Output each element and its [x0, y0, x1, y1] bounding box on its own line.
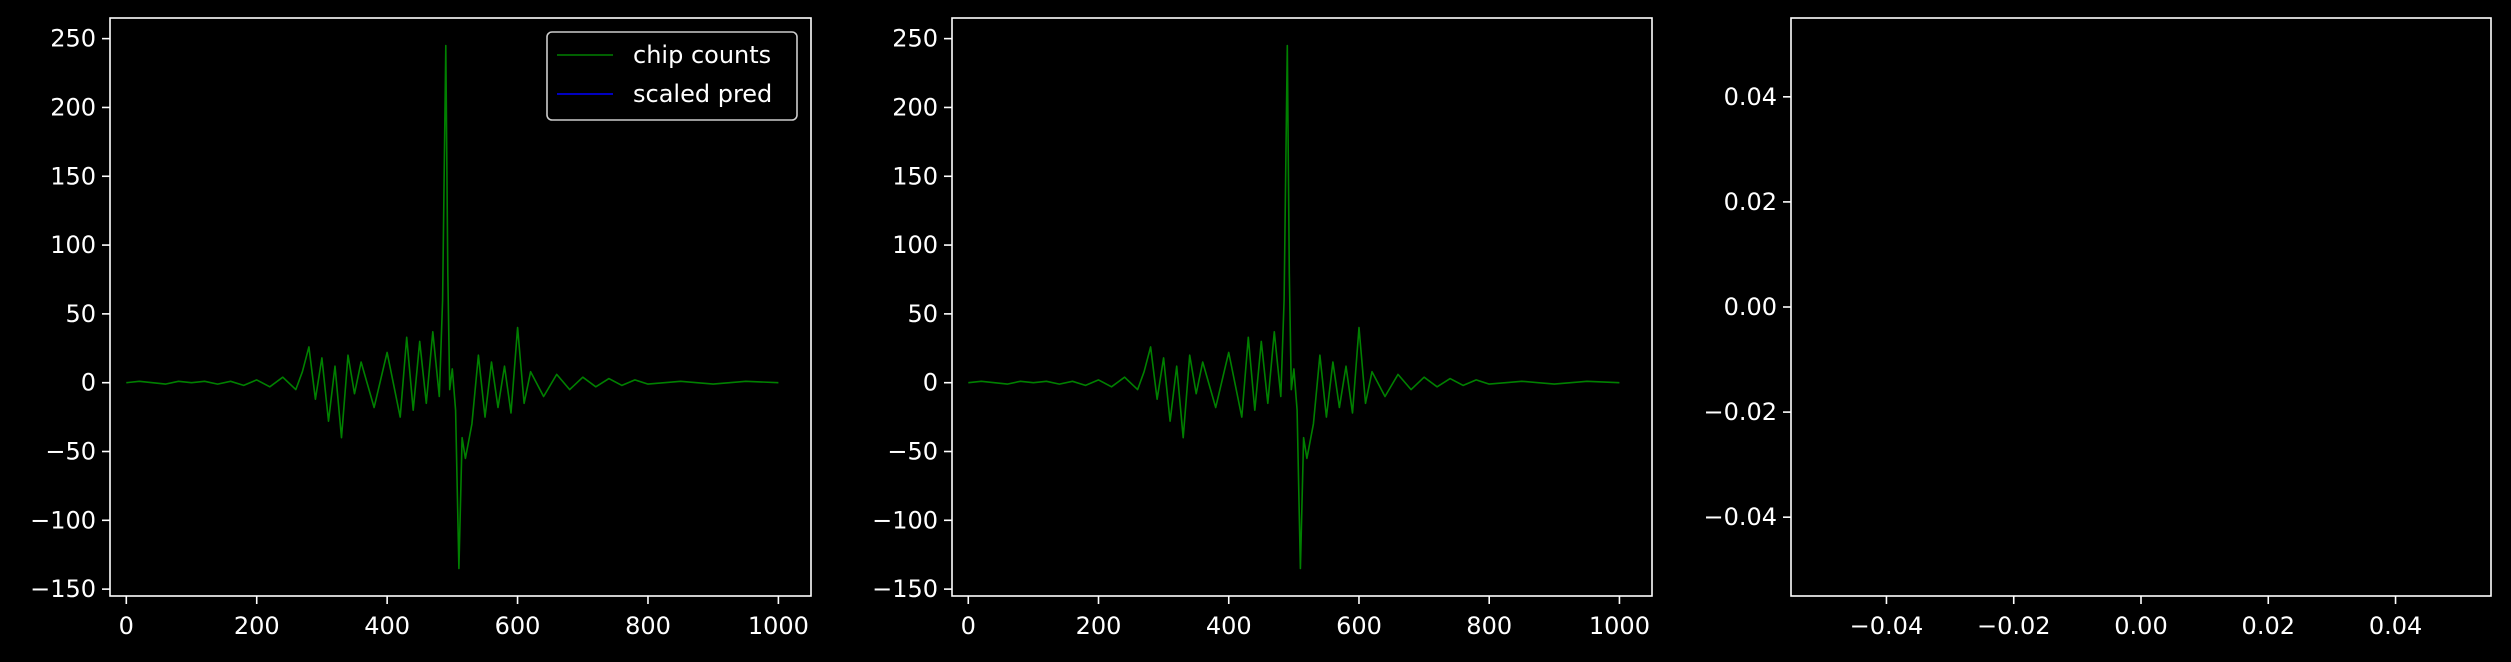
axis-ticks: −0.04 −0.02 0.00 0.02 0.04 −0.04 −0.02 0.00 0.02… — [1703, 83, 2422, 640]
y-tick-label: 50 — [907, 300, 938, 328]
x-tick-label: 400 — [364, 612, 410, 640]
axis-ticks: 0 200 400 600 800 1000 −150 −100 −50 0 50 100 150 200… — [872, 25, 1650, 640]
x-tick-label: 0 — [119, 612, 134, 640]
y-tick-label: −0.02 — [1703, 398, 1777, 426]
x-tick-label: −0.04 — [1850, 612, 1924, 640]
y-tick-label: 0.04 — [1724, 83, 1777, 111]
legend-label-chip-counts: chip counts — [633, 41, 771, 69]
y-tick-label: 100 — [50, 231, 96, 259]
chart-panel-2: 0 200 400 600 800 1000 −150 −100 −50 0 50 100 150 200… — [872, 17, 1653, 640]
y-tick-label: 150 — [50, 162, 96, 190]
y-tick-label: −150 — [872, 575, 938, 603]
y-tick-label: −150 — [30, 575, 96, 603]
series-layer — [126, 44, 779, 570]
series-layer — [968, 44, 1620, 570]
x-tick-label: 1000 — [1589, 612, 1650, 640]
series-line-chip-counts — [126, 44, 779, 570]
y-tick-label: 200 — [892, 93, 938, 121]
y-tick-label: −50 — [45, 438, 96, 466]
plot-frame — [951, 17, 1653, 597]
chart-panel-1: 0 200 400 600 800 1000 −150 −100 −50 0 50 100 150 200… — [30, 17, 812, 640]
x-tick-label: 200 — [1076, 612, 1122, 640]
y-tick-label: 0 — [81, 369, 96, 397]
x-tick-label: 0.02 — [2242, 612, 2295, 640]
plot-frame — [109, 17, 812, 597]
y-tick-label: 250 — [892, 25, 938, 53]
y-tick-label: 0.02 — [1724, 188, 1777, 216]
x-tick-label: 600 — [495, 612, 541, 640]
axis-ticks: 0 200 400 600 800 1000 −150 −100 −50 0 50 100 150 200… — [30, 25, 809, 640]
y-tick-label: 100 — [892, 231, 938, 259]
legend: chip counts scaled pred — [546, 31, 798, 121]
y-tick-label: −50 — [887, 438, 938, 466]
x-tick-label: 800 — [1466, 612, 1512, 640]
legend-box — [546, 31, 798, 121]
y-tick-label: 150 — [892, 162, 938, 190]
x-tick-label: 0.04 — [2369, 612, 2422, 640]
legend-label-scaled-pred: scaled pred — [633, 80, 772, 108]
x-tick-label: 0 — [961, 612, 976, 640]
y-tick-label: 250 — [50, 25, 96, 53]
x-tick-label: 0.00 — [2114, 612, 2167, 640]
series-line-series-1 — [968, 44, 1620, 570]
y-tick-label: 0 — [923, 369, 938, 397]
y-tick-label: −100 — [30, 506, 96, 534]
x-tick-label: 200 — [234, 612, 280, 640]
y-tick-label: −0.04 — [1703, 503, 1777, 531]
y-tick-label: 200 — [50, 93, 96, 121]
x-tick-label: −0.02 — [1977, 612, 2051, 640]
x-tick-label: 400 — [1206, 612, 1252, 640]
x-tick-label: 800 — [625, 612, 671, 640]
x-tick-label: 600 — [1336, 612, 1382, 640]
x-tick-label: 1000 — [748, 612, 809, 640]
y-tick-label: −100 — [872, 506, 938, 534]
y-tick-label: 50 — [65, 300, 96, 328]
chart-panel-3: −0.04 −0.02 0.00 0.02 0.04 −0.04 −0.02 0.00 0.02… — [1703, 17, 2492, 640]
y-tick-label: 0.00 — [1724, 293, 1777, 321]
